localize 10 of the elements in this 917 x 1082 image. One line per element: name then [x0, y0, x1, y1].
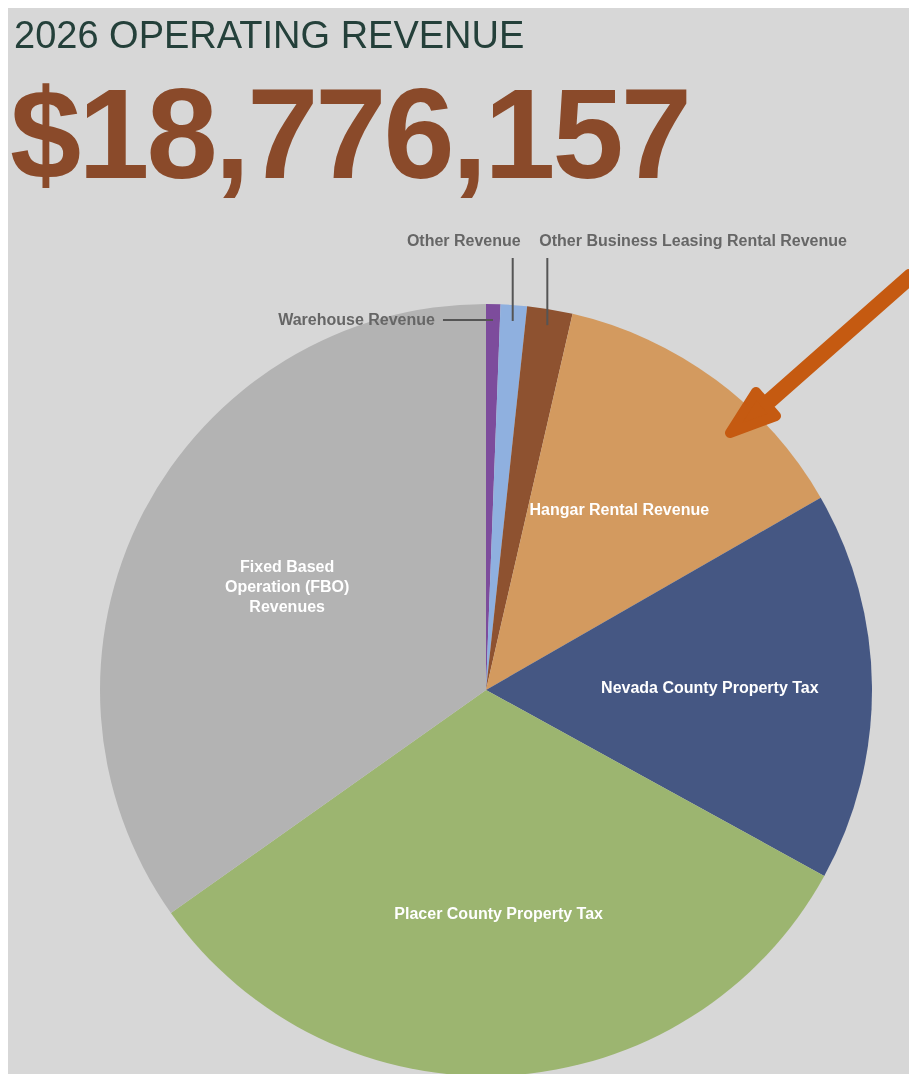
slice-label: Other Revenue: [406, 232, 521, 249]
slice-label: Hangar Rental Revenue: [529, 501, 710, 519]
slice-label: Warehouse Revenue: [278, 311, 436, 329]
slice-label: Nevada County Property Tax: [601, 678, 819, 696]
chart-title: 2026 OPERATING REVENUE: [14, 14, 525, 57]
slice-label: Other Business Leasing Rental Revenue: [539, 232, 848, 249]
slice-label: Fixed Based Operation (FBO) Revenues: [224, 558, 350, 616]
chart-subtitle: $18,776,157: [10, 61, 689, 207]
slice-label: Placer County Property Tax: [394, 904, 604, 922]
pie-slice: [486, 497, 872, 876]
